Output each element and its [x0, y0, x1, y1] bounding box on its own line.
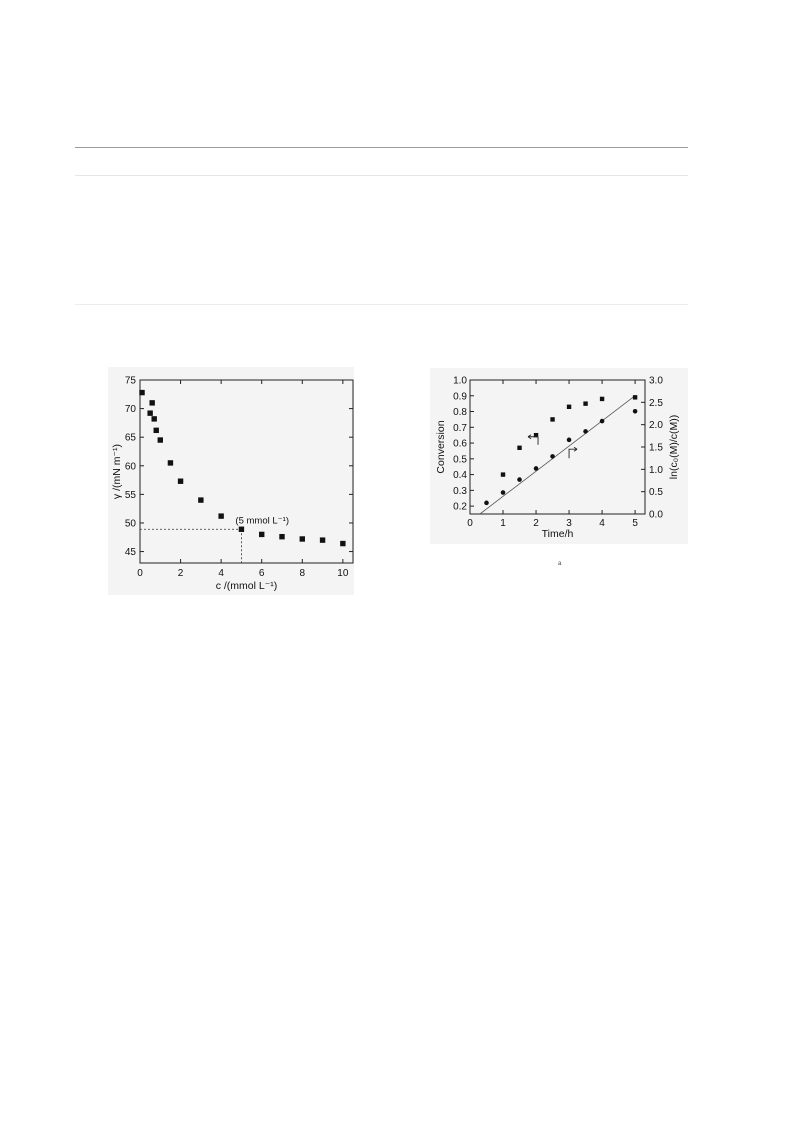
left-axis-arrow [528, 436, 539, 445]
y-tick-label: 70 [125, 404, 137, 415]
y-left-tick-label: 0.5 [453, 454, 467, 465]
x-tick-label: 2 [533, 518, 539, 529]
y-tick-label: 65 [125, 433, 137, 444]
ln-ratio-point [566, 437, 572, 443]
conversion-kinetics-svg: 0 1 2 3 4 5 0.2 0.3 0.4 0.5 0.6 0.7 0.8 0.9 1.0 0.0 0.5 1… [435, 376, 680, 541]
linear-fit-line [479, 395, 636, 515]
x-axis-label: Time/h [542, 528, 574, 540]
ln-ratio-point [533, 466, 539, 471]
data-point [299, 536, 305, 542]
y-right-tick-label: 2.5 [649, 398, 663, 409]
x-axis-label: c /(mmol L⁻¹) [216, 580, 278, 592]
table-bottom-rule [75, 304, 688, 305]
plot-frame [139, 379, 354, 564]
conversion-point [500, 472, 506, 477]
y-right-tick-label: 1.0 [649, 465, 663, 476]
right-axis-arrow [568, 448, 578, 459]
y-left-tick-label: 0.6 [453, 439, 467, 450]
plot-frame [469, 379, 646, 515]
x-tick-label: 3 [566, 518, 572, 529]
y-axis-label: γ /(mN m⁻¹) [111, 444, 123, 499]
data-point [319, 537, 326, 543]
ln-ratio-point [583, 429, 588, 434]
ln-ratio-point [517, 477, 522, 482]
y-tick-label: 55 [125, 490, 137, 501]
y-right-tick-label: 3.0 [649, 376, 663, 387]
y-right-axis-label: ln(c₀(M)/c(M)) [668, 415, 680, 479]
data-point [279, 533, 285, 540]
conversion-point [550, 417, 555, 422]
cmc-annotation: (5 mmol L⁻¹) [235, 515, 289, 526]
conversion-point [566, 404, 572, 409]
y-tick-label: 45 [125, 547, 137, 558]
conversion-point [517, 445, 522, 450]
data-point [147, 410, 153, 416]
data-point [238, 526, 245, 532]
right-arrow-head [573, 446, 578, 452]
x-tick-label: 4 [599, 518, 605, 529]
x-tick-label: 0 [137, 568, 143, 579]
x-tick-label: 0 [467, 518, 473, 529]
data-point [153, 427, 159, 434]
conversion-kinetics-chart: 0 1 2 3 4 5 0.2 0.3 0.4 0.5 0.6 0.7 0.8 0.9 1.0 0.0 0.5 1… [430, 368, 688, 544]
x-tick-label: 6 [259, 568, 265, 579]
x-tick-label: 8 [300, 568, 306, 579]
y-left-tick-label: 0.7 [453, 423, 467, 434]
data-point [167, 460, 174, 466]
y-left-tick-label: 1.0 [453, 376, 467, 387]
ln-ratio-point [484, 500, 489, 506]
data-point [177, 478, 184, 484]
data-point [340, 540, 346, 547]
y-left-tick-label: 0.2 [453, 502, 467, 513]
ln-ratio-point [500, 490, 506, 495]
table-header-rule [75, 175, 688, 176]
left-arrow-head [527, 434, 532, 440]
x-tick-label: 4 [218, 568, 224, 579]
y-right-tick-label: 0.0 [649, 510, 663, 521]
conversion-point [533, 432, 539, 438]
data-point [139, 389, 145, 396]
data-point [149, 400, 155, 406]
y-tick-label: 60 [125, 461, 137, 472]
data-point [259, 531, 265, 538]
data-point [157, 437, 163, 443]
y-tick-label: 50 [125, 518, 137, 529]
ln-ratio-point [632, 408, 638, 414]
figure-marker: a [558, 561, 562, 567]
y-right-tick-label: 2.0 [649, 420, 663, 431]
ln-ratio-point [599, 418, 605, 424]
x-tick-label: 5 [632, 518, 638, 529]
x-tick-label: 10 [337, 568, 349, 579]
data-point [218, 513, 224, 519]
y-left-tick-label: 0.9 [453, 391, 467, 402]
table-top-rule [75, 147, 688, 148]
y-tick-label: 75 [125, 376, 137, 387]
data-point [198, 497, 204, 503]
conversion-point [583, 401, 588, 406]
y-left-tick-label: 0.3 [453, 486, 467, 497]
conversion-point [599, 396, 605, 402]
x-tick-label: 2 [178, 568, 184, 579]
ln-ratio-point [550, 454, 555, 459]
x-tick-label: 1 [500, 518, 506, 529]
surface-tension-svg: 0 2 4 6 8 10 45 50 55 60 65 70 75 (5 mmol L⁻¹) c /(mmo… [111, 376, 354, 592]
y-right-tick-label: 0.5 [649, 487, 663, 498]
y-right-tick-label: 1.5 [649, 443, 663, 454]
conversion-point [632, 395, 638, 400]
y-left-tick-label: 0.4 [453, 470, 467, 481]
surface-tension-chart: 0 2 4 6 8 10 45 50 55 60 65 70 75 (5 mmol L⁻¹) c /(mmo… [108, 367, 354, 595]
y-left-axis-label: Conversion [435, 420, 447, 473]
data-point [151, 416, 157, 422]
y-left-tick-label: 0.8 [453, 407, 467, 418]
